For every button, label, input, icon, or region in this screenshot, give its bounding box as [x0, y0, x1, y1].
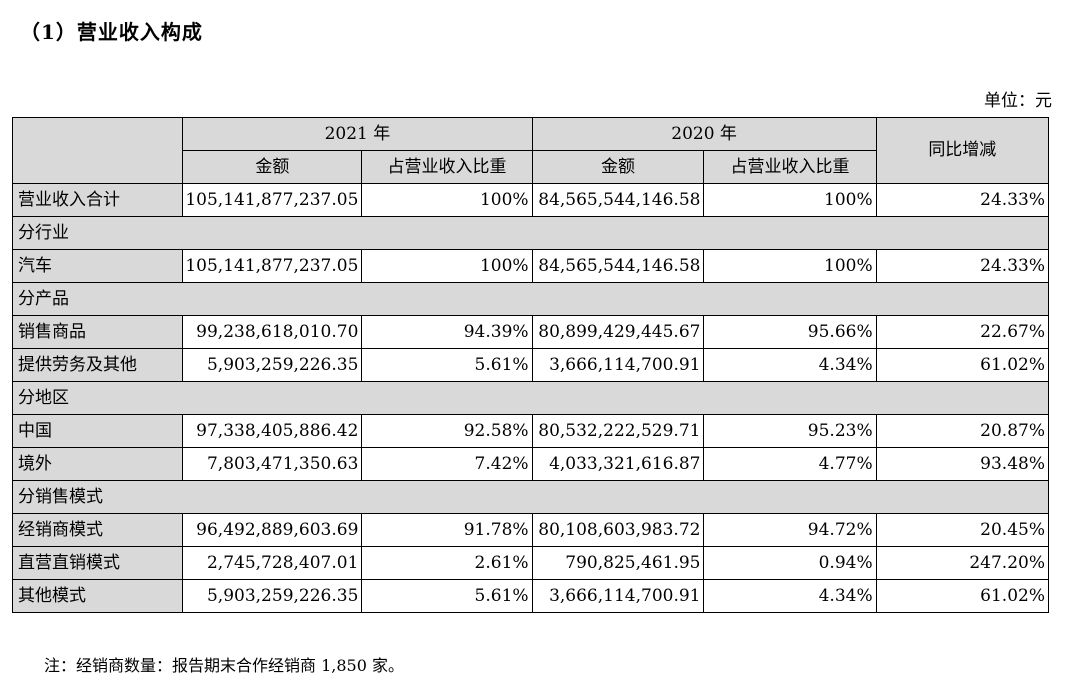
row-label: 营业收入合计 [11, 183, 184, 217]
section-label: 分地区 [12, 381, 1049, 415]
table-row: 销售商品 99,238,618,010.70 94.39% 80,899,429,44… [11, 315, 1050, 349]
row-label: 汽车 [11, 249, 184, 283]
ratio-2021-cell: 5.61% [361, 348, 533, 382]
yoy-cell: 93.48% [875, 447, 1050, 481]
ratio-2020-cell: 4.34% [703, 348, 877, 382]
table-row: 中国 97,338,405,886.42 92.58% 80,532,222,529.… [11, 414, 1050, 448]
amount-2021-cell: 96,492,889,603.69 [182, 513, 363, 547]
revenue-composition-table: 2021 年 2020 年 同比增减 金额 占营业收入比重 金额 占营业收入比重… [11, 117, 1050, 613]
yoy-cell: 24.33% [875, 183, 1050, 217]
amount-2021-cell: 97,338,405,886.42 [182, 414, 363, 448]
header-corner-cell [11, 117, 184, 184]
amount-2020-cell: 84,565,544,146.58 [531, 249, 705, 283]
table-row: 汽车 105,141,877,237.05 100% 84,565,544,146.5… [11, 249, 1050, 283]
header-amount-2020: 金额 [531, 150, 705, 184]
header-amount-2021: 金额 [182, 150, 363, 184]
amount-2021-cell: 2,745,728,407.01 [182, 546, 363, 580]
section-row: 分产品 [12, 282, 1049, 316]
amount-2020-cell: 3,666,114,700.91 [531, 348, 705, 382]
amount-2020-cell: 790,825,461.95 [531, 546, 705, 580]
ratio-2020-cell: 94.72% [703, 513, 877, 547]
yoy-cell: 61.02% [875, 348, 1050, 382]
section-row: 分行业 [12, 216, 1049, 250]
amount-2021-cell: 105,141,877,237.05 [182, 249, 363, 283]
amount-2020-cell: 80,899,429,445.67 [531, 315, 705, 349]
header-year-2020: 2020 年 [531, 117, 877, 151]
ratio-2020-cell: 100% [703, 183, 877, 217]
amount-2021-cell: 99,238,618,010.70 [182, 315, 363, 349]
table-body: 营业收入合计 105,141,877,237.05 100% 84,565,544,1… [11, 183, 1050, 613]
unit-label: 单位：元 [984, 91, 1052, 111]
amount-2021-cell: 7,803,471,350.63 [182, 447, 363, 481]
table-row: 提供劳务及其他 5,903,259,226.35 5.61% 3,666,114,70… [11, 348, 1050, 382]
table-row: 境外 7,803,471,350.63 7.42% 4,033,321,616.87 4… [11, 447, 1050, 481]
amount-2020-cell: 84,565,544,146.58 [531, 183, 705, 217]
ratio-2021-cell: 7.42% [361, 447, 533, 481]
table-row: 营业收入合计 105,141,877,237.05 100% 84,565,544,1… [11, 183, 1050, 217]
section-row: 分销售模式 [12, 480, 1049, 514]
yoy-cell: 22.67% [875, 315, 1050, 349]
header-ratio-2021: 占营业收入比重 [361, 150, 533, 184]
amount-2020-cell: 3,666,114,700.91 [531, 579, 705, 613]
yoy-cell: 61.02% [875, 579, 1050, 613]
row-label: 其他模式 [11, 579, 184, 613]
yoy-cell: 24.33% [875, 249, 1050, 283]
header-ratio-2020: 占营业收入比重 [703, 150, 877, 184]
yoy-cell: 20.87% [875, 414, 1050, 448]
section-label: 分销售模式 [12, 480, 1049, 514]
amount-2021-cell: 105,141,877,237.05 [182, 183, 363, 217]
section-label: 分产品 [12, 282, 1049, 316]
amount-2020-cell: 4,033,321,616.87 [531, 447, 705, 481]
ratio-2020-cell: 95.23% [703, 414, 877, 448]
ratio-2021-cell: 2.61% [361, 546, 533, 580]
ratio-2020-cell: 4.77% [703, 447, 877, 481]
table-row: 经销商模式 96,492,889,603.69 91.78% 80,108,603,9… [11, 513, 1050, 547]
ratio-2020-cell: 100% [703, 249, 877, 283]
yoy-cell: 247.20% [875, 546, 1050, 580]
row-label: 境外 [11, 447, 184, 481]
ratio-2021-cell: 5.61% [361, 579, 533, 613]
row-label: 经销商模式 [11, 513, 184, 547]
row-label: 提供劳务及其他 [11, 348, 184, 382]
yoy-cell: 20.45% [875, 513, 1050, 547]
table-header-row-2: 金额 占营业收入比重 金额 占营业收入比重 [13, 150, 1049, 184]
ratio-2021-cell: 92.58% [361, 414, 533, 448]
header-yoy: 同比增减 [875, 117, 1050, 184]
amount-2020-cell: 80,108,603,983.72 [531, 513, 705, 547]
header-year-2021: 2021 年 [182, 117, 533, 151]
section-row: 分地区 [12, 381, 1049, 415]
section-label: 分行业 [12, 216, 1049, 250]
amount-2020-cell: 80,532,222,529.71 [531, 414, 705, 448]
table-header-row-1: 2021 年 2020 年 同比增减 [11, 117, 1050, 184]
row-label: 中国 [11, 414, 184, 448]
ratio-2021-cell: 100% [361, 183, 533, 217]
ratio-2021-cell: 94.39% [361, 315, 533, 349]
amount-2021-cell: 5,903,259,226.35 [182, 348, 363, 382]
ratio-2020-cell: 95.66% [703, 315, 877, 349]
section-title: （1）营业收入构成 [20, 20, 203, 44]
ratio-2021-cell: 100% [361, 249, 533, 283]
row-label: 直营直销模式 [11, 546, 184, 580]
amount-2021-cell: 5,903,259,226.35 [182, 579, 363, 613]
footnote: 注：经销商数量：报告期末合作经销商 1,850 家。 [44, 656, 404, 675]
row-label: 销售商品 [11, 315, 184, 349]
ratio-2021-cell: 91.78% [361, 513, 533, 547]
table-row: 直营直销模式 2,745,728,407.01 2.61% 790,825,461.9… [11, 546, 1050, 580]
ratio-2020-cell: 0.94% [703, 546, 877, 580]
table-row: 其他模式 5,903,259,226.35 5.61% 3,666,114,700.9… [11, 579, 1050, 613]
ratio-2020-cell: 4.34% [703, 579, 877, 613]
